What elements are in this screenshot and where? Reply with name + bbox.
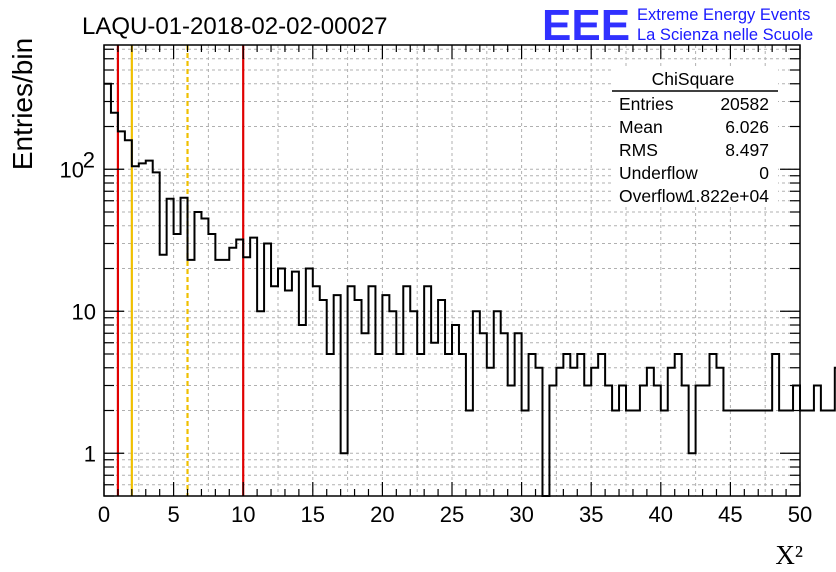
x-tick-label: 35 [579, 502, 603, 527]
x-tick-label: 5 [167, 502, 179, 527]
stats-overflow-value: 1.822e+04 [686, 186, 769, 206]
x-tick-label: 45 [718, 502, 742, 527]
stats-box-title: ChiSquare [652, 69, 735, 89]
org-name-line1: Extreme Energy Events [637, 6, 810, 24]
x-tick-labels: 0 5 10 15 20 25 30 35 40 45 50 [98, 502, 812, 527]
eee-logo: EEE [542, 1, 630, 50]
axis-ticks [103, 45, 801, 497]
stats-rms-value: 8.497 [725, 140, 769, 160]
x-tick-label: 40 [649, 502, 673, 527]
y-tick-label: 1 [84, 441, 96, 466]
reference-lines [116, 45, 245, 496]
stats-mean-value: 6.026 [725, 117, 769, 137]
stats-box: ChiSquare Entries 20582 Mean 6.026 RMS 8… [612, 66, 778, 206]
x-tick-label: 50 [788, 502, 812, 527]
grid-lines [104, 45, 800, 497]
stats-entries-value: 20582 [720, 94, 769, 114]
x-tick-label: 0 [98, 502, 110, 527]
stats-rms-label: RMS [619, 140, 658, 160]
x-tick-label: 25 [440, 502, 464, 527]
stats-mean-label: Mean [619, 117, 663, 137]
stats-entries-label: Entries [619, 94, 674, 114]
y-tick-label-exponent: 2 [83, 147, 95, 172]
y-tick-label: 10 [60, 157, 84, 182]
histogram-line [104, 82, 836, 497]
x-tick-label: 10 [231, 502, 255, 527]
x-tick-label: 15 [301, 502, 325, 527]
stats-overflow-label: Overflow [619, 186, 688, 206]
y-tick-label: 10 [72, 299, 96, 324]
stats-underflow-label: Underflow [619, 163, 698, 183]
stats-underflow-value: 0 [759, 163, 769, 183]
x-tick-label: 20 [370, 502, 394, 527]
histogram-title: LAQU-01-2018-02-02-00027 [82, 13, 388, 40]
org-name-line2: La Scienza nelle Scuole [637, 26, 813, 44]
x-axis-title: X² [775, 540, 803, 570]
x-tick-label: 30 [509, 502, 533, 527]
y-axis-title: Entries/bin [7, 38, 38, 170]
